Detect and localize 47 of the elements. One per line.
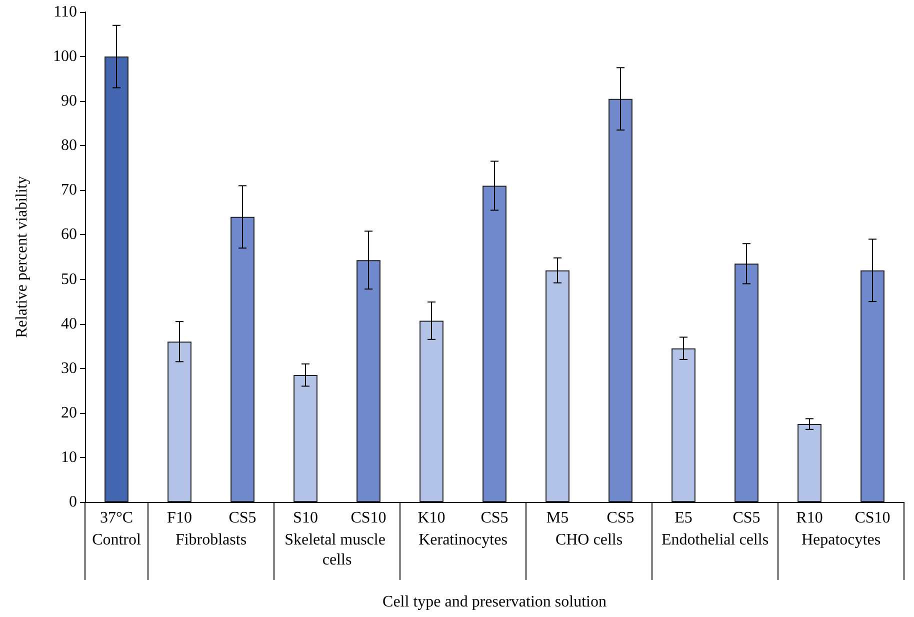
text: CHO cells [555,532,623,548]
y-tick-label: 40 [61,315,77,332]
text: Endothelial cells [661,532,769,548]
y-axis-title: Relative percent viability [14,176,30,338]
x-tick-label: K10 [418,510,446,526]
x-tick-label: CS5 [480,510,508,526]
text: Fibroblasts [175,532,247,548]
bar [546,270,570,502]
bar [482,186,506,502]
x-tick-label: E5 [674,510,692,526]
bar [168,342,192,502]
x-tick-label: CS10 [350,510,386,526]
bar [672,348,696,502]
x-axis-title: Cell type and preservation solution [382,594,606,610]
x-tick-label: CS10 [854,510,890,526]
y-tick-label: 30 [61,360,77,377]
y-tick-label: 100 [53,48,77,66]
x-tick-label: M5 [546,510,569,526]
bar [294,375,318,502]
text: Skeletal muscle cells [284,532,390,568]
y-tick-label: 80 [61,137,77,154]
y-tick-label: 110 [54,4,77,20]
x-tick-label: R10 [796,510,823,526]
x-tick-label: CS5 [228,510,256,526]
text: Keratinocytes [418,532,508,548]
x-tick-label: S10 [293,510,318,526]
x-tick-label: 37°C [100,510,134,526]
bar [608,98,632,502]
x-tick-label: CS5 [606,510,634,526]
y-tick-label: 0 [69,494,77,510]
bar [798,424,822,502]
y-tick-label: 70 [61,182,77,199]
y-tick-label: 10 [61,448,77,466]
y-tick-label: 90 [61,92,77,110]
bar [356,260,380,502]
x-tick-label: CS5 [732,510,760,526]
y-tick-label: 50 [61,270,77,288]
text: Hepatocytes [801,532,881,548]
y-tick-label: 20 [61,404,77,422]
bar [860,270,884,502]
bar [230,216,254,502]
text: Control [92,532,142,548]
x-tick-label: F10 [167,510,192,526]
bar [104,56,128,502]
y-tick-label: 60 [61,226,77,244]
bar [734,264,758,502]
bar [420,320,444,502]
